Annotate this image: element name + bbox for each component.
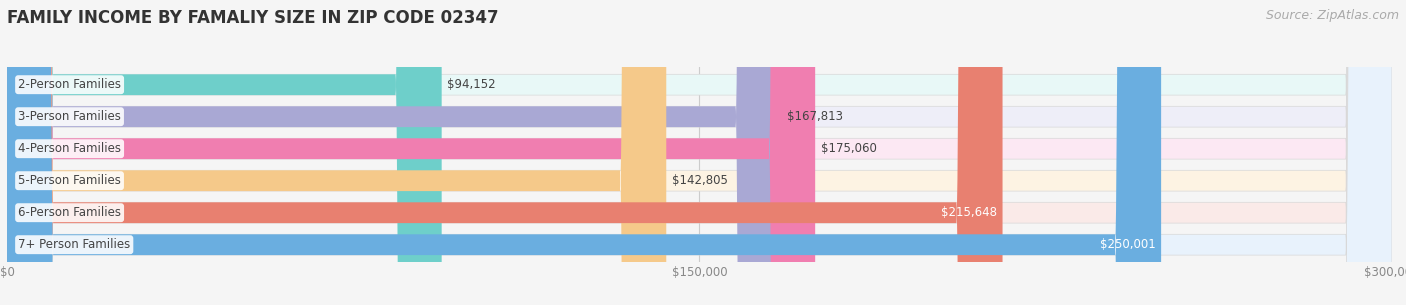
FancyBboxPatch shape — [7, 0, 1392, 305]
Text: $167,813: $167,813 — [787, 110, 844, 123]
FancyBboxPatch shape — [7, 0, 1392, 305]
FancyBboxPatch shape — [7, 0, 1002, 305]
Text: $250,001: $250,001 — [1099, 238, 1156, 251]
FancyBboxPatch shape — [7, 0, 782, 305]
Text: $215,648: $215,648 — [941, 206, 997, 219]
Text: 7+ Person Families: 7+ Person Families — [18, 238, 131, 251]
Text: FAMILY INCOME BY FAMALIY SIZE IN ZIP CODE 02347: FAMILY INCOME BY FAMALIY SIZE IN ZIP COD… — [7, 9, 499, 27]
Text: 2-Person Families: 2-Person Families — [18, 78, 121, 91]
FancyBboxPatch shape — [7, 0, 441, 305]
FancyBboxPatch shape — [7, 0, 1392, 305]
FancyBboxPatch shape — [7, 0, 1161, 305]
FancyBboxPatch shape — [7, 0, 1392, 305]
Text: 6-Person Families: 6-Person Families — [18, 206, 121, 219]
Text: $175,060: $175,060 — [821, 142, 876, 155]
Text: 5-Person Families: 5-Person Families — [18, 174, 121, 187]
Text: Source: ZipAtlas.com: Source: ZipAtlas.com — [1265, 9, 1399, 22]
FancyBboxPatch shape — [7, 0, 1392, 305]
Text: 3-Person Families: 3-Person Families — [18, 110, 121, 123]
FancyBboxPatch shape — [7, 0, 1392, 305]
FancyBboxPatch shape — [7, 0, 666, 305]
FancyBboxPatch shape — [7, 0, 815, 305]
Text: 4-Person Families: 4-Person Families — [18, 142, 121, 155]
Text: $142,805: $142,805 — [672, 174, 728, 187]
Text: $94,152: $94,152 — [447, 78, 496, 91]
